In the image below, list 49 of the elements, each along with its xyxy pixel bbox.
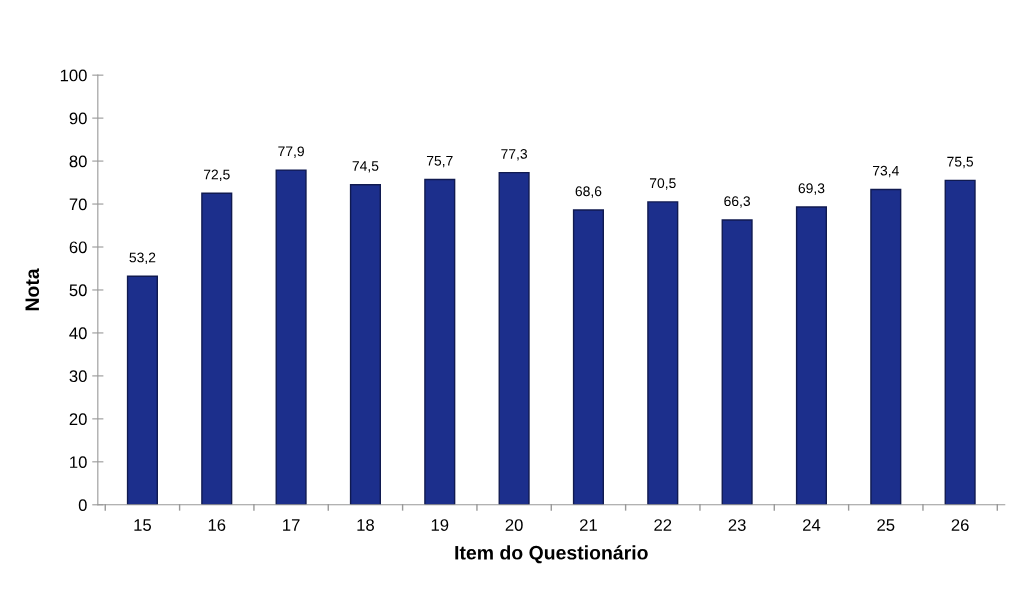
data-label: 73,4 — [872, 165, 899, 178]
x-tick-label: 17 — [283, 519, 300, 531]
x-tick-label: 15 — [134, 519, 151, 531]
x-tick-label: 19 — [431, 519, 449, 531]
x-tick-label: 24 — [803, 519, 821, 531]
y-tick-label: 0 — [78, 499, 87, 511]
bar — [498, 171, 530, 505]
y-tick-label: 90 — [69, 112, 87, 125]
bar — [349, 184, 381, 505]
x-tick-label: 16 — [208, 519, 226, 531]
data-label: 77,3 — [501, 148, 528, 161]
data-label: 68,6 — [575, 186, 602, 198]
data-label: 75,7 — [426, 156, 453, 168]
data-label: 53,2 — [129, 252, 156, 265]
bar — [572, 209, 605, 505]
x-tick-label: 23 — [728, 519, 746, 531]
bar — [126, 275, 158, 505]
bar — [275, 169, 307, 505]
x-tick-label: 20 — [505, 519, 523, 531]
bar — [424, 178, 456, 505]
x-axis-title: Item do Questionário — [455, 545, 648, 564]
y-axis-title: Nota — [25, 268, 40, 311]
data-label: 75,5 — [947, 156, 974, 169]
data-label: 74,5 — [352, 161, 379, 173]
y-tick-label: 20 — [69, 413, 87, 426]
bar — [944, 179, 976, 505]
x-tick-label: 25 — [877, 519, 895, 531]
bar — [201, 192, 233, 505]
y-tick-label: 50 — [69, 284, 87, 297]
data-label: 69,3 — [798, 183, 825, 195]
data-label: 66,3 — [724, 196, 751, 208]
bar — [795, 206, 828, 505]
x-tick-label: 18 — [357, 519, 374, 531]
data-label: 70,5 — [649, 178, 676, 190]
x-tick-label: 21 — [580, 519, 597, 531]
y-tick-label: 80 — [69, 155, 87, 168]
y-tick-label: 70 — [69, 198, 87, 211]
y-tick-label: 10 — [70, 456, 87, 469]
y-tick-label: 30 — [69, 370, 87, 383]
x-tick-label: 22 — [654, 519, 672, 531]
bar — [647, 201, 679, 505]
bar — [721, 219, 753, 505]
bar — [870, 188, 902, 505]
data-label: 77,9 — [278, 146, 304, 158]
x-tick-label: 26 — [951, 519, 969, 531]
data-label: 72,5 — [203, 169, 230, 182]
y-tick-label: 40 — [69, 327, 87, 340]
y-tick-label: 60 — [69, 241, 87, 254]
y-tick-label: 100 — [60, 69, 87, 82]
